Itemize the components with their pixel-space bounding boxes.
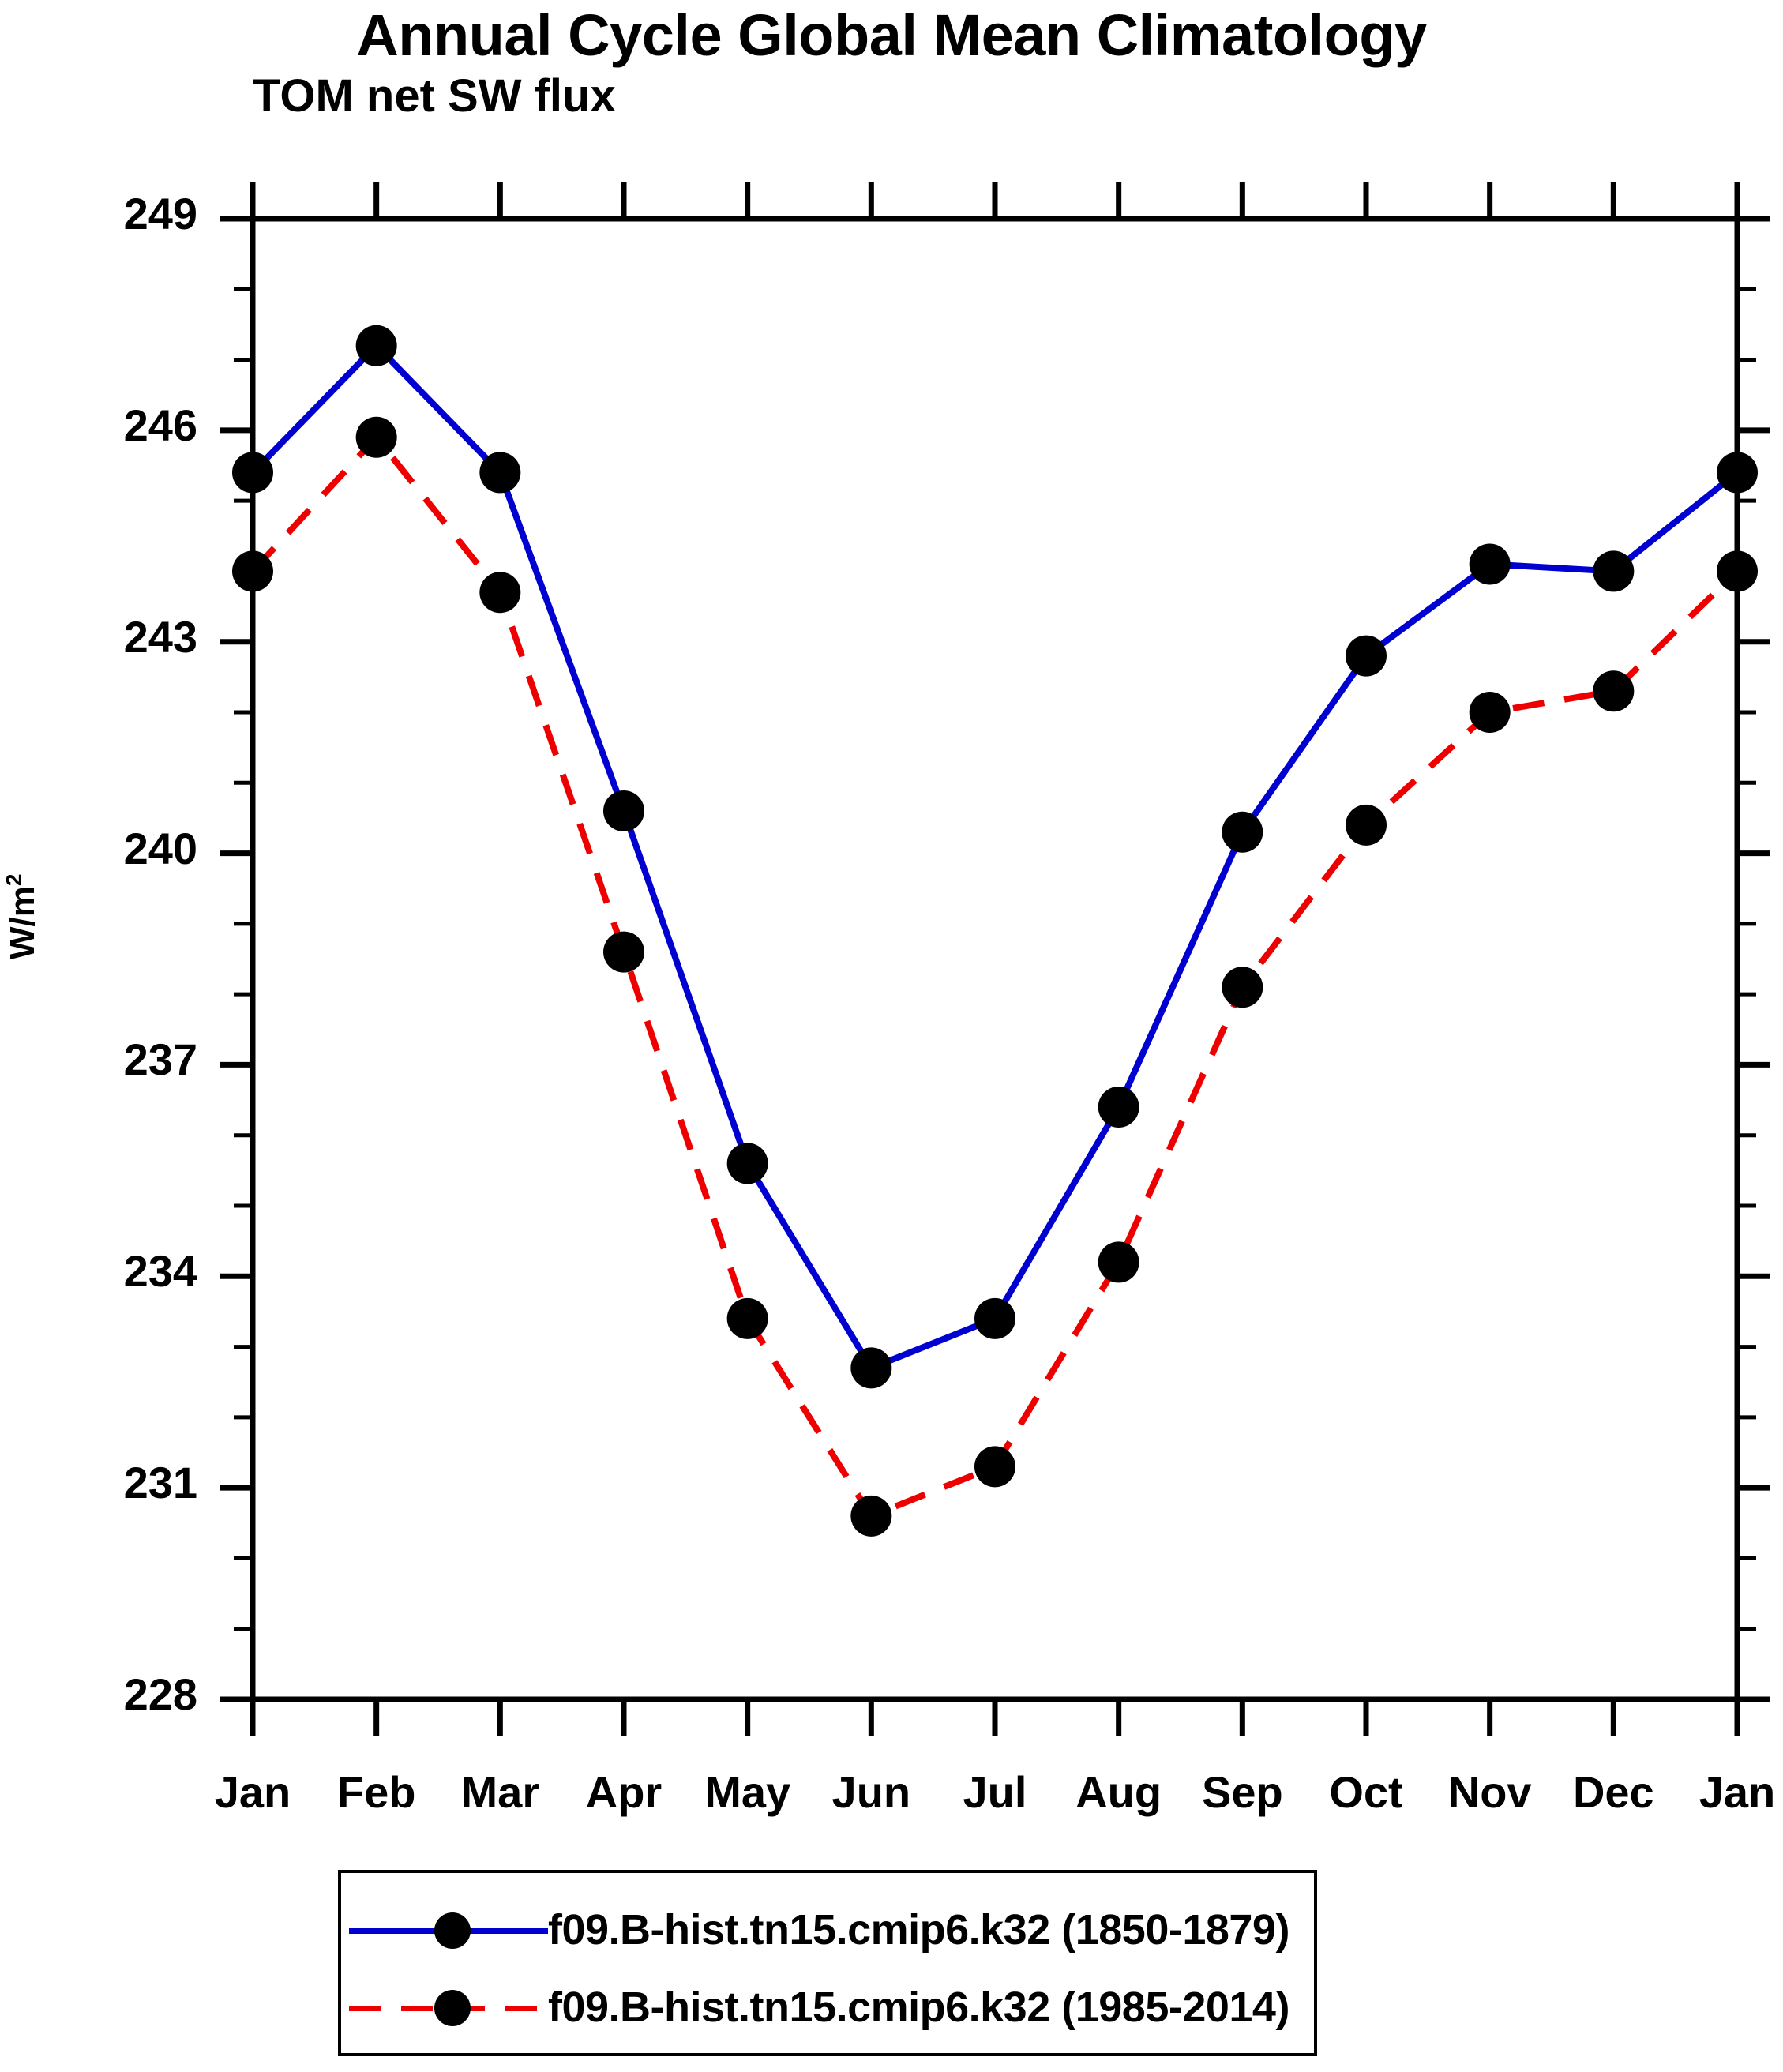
- data-point-1-Jul: [974, 1297, 1015, 1339]
- x-tick-label: Nov: [1447, 1767, 1532, 1817]
- x-tick-label: Jul: [963, 1767, 1027, 1817]
- legend-marker-icon: [434, 1912, 471, 1949]
- data-point-1-Dec: [1593, 550, 1635, 592]
- data-point-1-Feb: [355, 325, 397, 366]
- y-tick-label: 231: [123, 1458, 197, 1508]
- data-point-2-Jul: [974, 1446, 1015, 1488]
- axes-group: [220, 182, 1770, 1736]
- data-point-1-Jan: [1717, 452, 1758, 494]
- data-point-1-Aug: [1098, 1087, 1139, 1128]
- data-point-1-Nov: [1469, 543, 1511, 585]
- data-point-2-Apr: [603, 931, 644, 973]
- x-tick-label: Mar: [460, 1767, 540, 1817]
- data-point-2-Dec: [1593, 670, 1635, 712]
- legend-item[interactable]: f09.B-hist.tn15.cmip6.k32 (1985-2014): [341, 1968, 1314, 2047]
- x-tick-label: Jun: [831, 1767, 911, 1817]
- data-point-1-Sep: [1222, 811, 1263, 853]
- data-point-1-Oct: [1346, 635, 1387, 677]
- series-line-1: [250, 342, 1740, 1372]
- x-tick-label: Sep: [1201, 1767, 1283, 1817]
- x-tick-label: Oct: [1329, 1767, 1403, 1817]
- data-point-1-May: [726, 1143, 768, 1184]
- data-point-2-Nov: [1469, 692, 1511, 733]
- legend-label: f09.B-hist.tn15.cmip6.k32 (1850-1879): [548, 1906, 1289, 1954]
- legend-swatch-series-2: [349, 1984, 548, 2031]
- data-point-1-Mar: [479, 452, 521, 494]
- chart-subtitle: TOM net SW flux: [253, 70, 616, 122]
- chart-title: Annual Cycle Global Mean Climatology: [356, 2, 1427, 68]
- data-point-1-Jan: [232, 452, 273, 494]
- data-point-2-Jan: [232, 550, 273, 592]
- legend-marker-icon: [434, 1990, 471, 2026]
- y-tick-label: 228: [123, 1669, 197, 1719]
- y-tick-label: 246: [123, 400, 197, 450]
- series-group: [232, 325, 1758, 1537]
- data-point-2-Jan: [1717, 550, 1758, 592]
- x-tick-label: Jan: [214, 1767, 291, 1817]
- data-point-2-Sep: [1222, 967, 1263, 1008]
- y-tick-label: 249: [123, 189, 197, 238]
- x-tick-label: Dec: [1572, 1767, 1654, 1817]
- x-tick-label: Jan: [1699, 1767, 1776, 1817]
- data-point-2-Jun: [850, 1495, 892, 1537]
- legend-swatch-series-1: [349, 1906, 548, 1954]
- data-point-1-Jun: [850, 1347, 892, 1389]
- data-point-2-Feb: [355, 416, 397, 458]
- x-tick-label: May: [704, 1767, 791, 1817]
- data-point-2-May: [726, 1297, 768, 1339]
- legend-label: f09.B-hist.tn15.cmip6.k32 (1985-2014): [548, 1984, 1289, 2031]
- data-point-1-Apr: [603, 790, 644, 831]
- y-tick-label: 237: [123, 1034, 197, 1085]
- series-line-2: [250, 434, 1740, 1519]
- y-tick-label: 240: [123, 823, 197, 873]
- data-point-2-Aug: [1098, 1241, 1139, 1283]
- data-point-2-Oct: [1346, 804, 1387, 846]
- y-tick-label: 243: [123, 611, 197, 662]
- x-tick-label: Feb: [336, 1767, 416, 1817]
- data-point-2-Mar: [479, 572, 521, 614]
- x-tick-label: Aug: [1075, 1767, 1162, 1817]
- legend: f09.B-hist.tn15.cmip6.k32 (1850-1879) f0…: [338, 1870, 1317, 2056]
- x-tick-label: Apr: [585, 1767, 663, 1817]
- legend-item[interactable]: f09.B-hist.tn15.cmip6.k32 (1850-1879): [341, 1890, 1314, 1969]
- y-tick-label: 234: [123, 1246, 197, 1297]
